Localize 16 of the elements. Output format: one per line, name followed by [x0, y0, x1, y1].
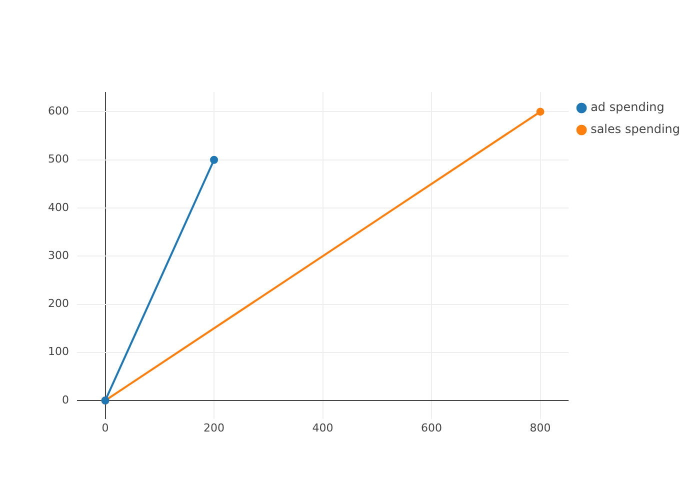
y-tick-label: 300 [48, 248, 69, 262]
y-tick-label: 500 [48, 152, 69, 166]
y-tick-label: 600 [48, 104, 69, 118]
point [210, 156, 218, 164]
y-tick-label: 0 [62, 393, 69, 406]
y-tick-label: 200 [48, 297, 69, 310]
y-tick-label: 400 [48, 200, 69, 214]
point [536, 108, 544, 116]
x-tick-label: 800 [530, 421, 551, 434]
legend-label: sales spending [590, 122, 680, 136]
y-tick-label: 100 [48, 345, 69, 358]
x-tick-label: 0 [102, 421, 109, 434]
legend-label: ad spending [590, 100, 664, 114]
x-tick-label: 400 [312, 421, 334, 434]
x-tick-label: 600 [421, 421, 442, 434]
x-tick-label: 200 [204, 421, 225, 434]
